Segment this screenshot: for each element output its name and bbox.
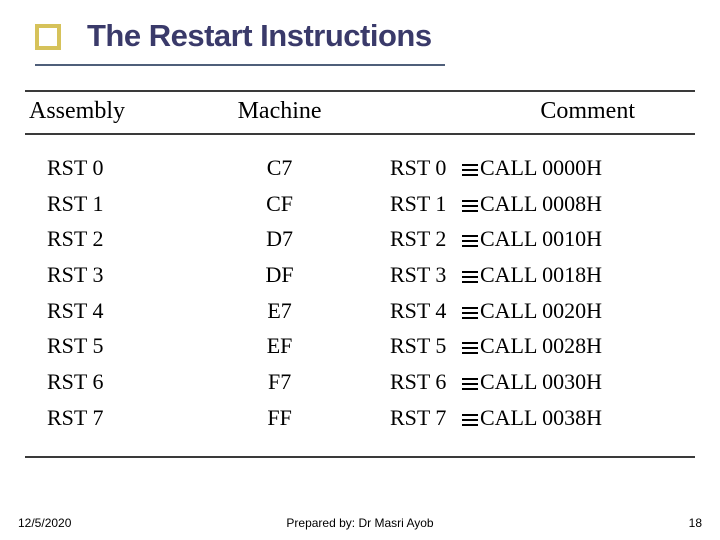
table-row: RST 2D7RST 2CALL 0010H: [25, 221, 695, 257]
comment-call: CALL 0030H: [480, 369, 602, 394]
comment-call: CALL 0008H: [480, 191, 602, 216]
col-header-machine: Machine: [199, 91, 360, 134]
cell-machine: DF: [199, 257, 360, 293]
cell-comment: RST 2 CALL 0010H: [360, 221, 695, 257]
comment-assembly: RST 6: [390, 367, 460, 397]
equiv-icon: [462, 234, 478, 248]
footer-page: 18: [689, 516, 702, 530]
comment-assembly: RST 1: [390, 189, 460, 219]
restart-instructions-table: Assembly Machine Comment RST 0C7RST 0CAL…: [25, 90, 695, 436]
slide: The Restart Instructions Assembly Machin…: [0, 0, 720, 540]
cell-machine: FF: [199, 400, 360, 436]
cell-comment: RST 6 CALL 0030H: [360, 364, 695, 400]
footer-date: 12/5/2020: [18, 516, 71, 530]
cell-comment: RST 7 CALL 0038H: [360, 400, 695, 436]
comment-call: CALL 0038H: [480, 405, 602, 430]
title-area: The Restart Instructions: [35, 18, 690, 54]
table-row: RST 5EFRST 5CALL 0028H: [25, 328, 695, 364]
col-header-assembly: Assembly: [25, 91, 199, 134]
footer-author: Prepared by: Dr Masri Ayob: [286, 516, 433, 530]
cell-assembly: RST 5: [25, 328, 199, 364]
cell-assembly: RST 7: [25, 400, 199, 436]
cell-comment: RST 3 CALL 0018H: [360, 257, 695, 293]
equiv-icon: [462, 413, 478, 427]
comment-assembly: RST 0: [390, 153, 460, 183]
comment-assembly: RST 5: [390, 331, 460, 361]
title-accent-square-icon: [35, 24, 61, 50]
comment-call: CALL 0000H: [480, 155, 602, 180]
comment-assembly: RST 3: [390, 260, 460, 290]
slide-title: The Restart Instructions: [87, 18, 690, 54]
equiv-icon: [462, 199, 478, 213]
table-bottom-rule: [25, 456, 695, 458]
title-underline: [35, 64, 445, 66]
cell-machine: D7: [199, 221, 360, 257]
table-row: RST 6F7RST 6CALL 0030H: [25, 364, 695, 400]
cell-comment: RST 5 CALL 0028H: [360, 328, 695, 364]
cell-machine: E7: [199, 293, 360, 329]
cell-assembly: RST 1: [25, 186, 199, 222]
table-row: RST 7FFRST 7CALL 0038H: [25, 400, 695, 436]
cell-comment: RST 4 CALL 0020H: [360, 293, 695, 329]
cell-machine: EF: [199, 328, 360, 364]
comment-call: CALL 0020H: [480, 298, 602, 323]
table-row: RST 0C7RST 0CALL 0000H: [25, 134, 695, 186]
title-box: The Restart Instructions: [35, 18, 690, 54]
equiv-icon: [462, 270, 478, 284]
table-row: RST 4E7RST 4CALL 0020H: [25, 293, 695, 329]
table-area: Assembly Machine Comment RST 0C7RST 0CAL…: [25, 90, 695, 458]
cell-assembly: RST 3: [25, 257, 199, 293]
comment-assembly: RST 7: [390, 403, 460, 433]
cell-machine: C7: [199, 134, 360, 186]
equiv-icon: [462, 341, 478, 355]
cell-assembly: RST 4: [25, 293, 199, 329]
cell-comment: RST 1 CALL 0008H: [360, 186, 695, 222]
col-header-comment: Comment: [360, 91, 695, 134]
cell-assembly: RST 0: [25, 134, 199, 186]
table-row: RST 3DFRST 3CALL 0018H: [25, 257, 695, 293]
cell-assembly: RST 6: [25, 364, 199, 400]
comment-call: CALL 0018H: [480, 262, 602, 287]
table-header-row: Assembly Machine Comment: [25, 91, 695, 134]
equiv-icon: [462, 377, 478, 391]
cell-assembly: RST 2: [25, 221, 199, 257]
equiv-icon: [462, 163, 478, 177]
comment-assembly: RST 2: [390, 224, 460, 254]
cell-machine: CF: [199, 186, 360, 222]
comment-call: CALL 0010H: [480, 226, 602, 251]
comment-assembly: RST 4: [390, 296, 460, 326]
comment-call: CALL 0028H: [480, 333, 602, 358]
cell-machine: F7: [199, 364, 360, 400]
table-row: RST 1CFRST 1CALL 0008H: [25, 186, 695, 222]
equiv-icon: [462, 306, 478, 320]
table-body: RST 0C7RST 0CALL 0000HRST 1CFRST 1CALL 0…: [25, 134, 695, 436]
cell-comment: RST 0 CALL 0000H: [360, 134, 695, 186]
